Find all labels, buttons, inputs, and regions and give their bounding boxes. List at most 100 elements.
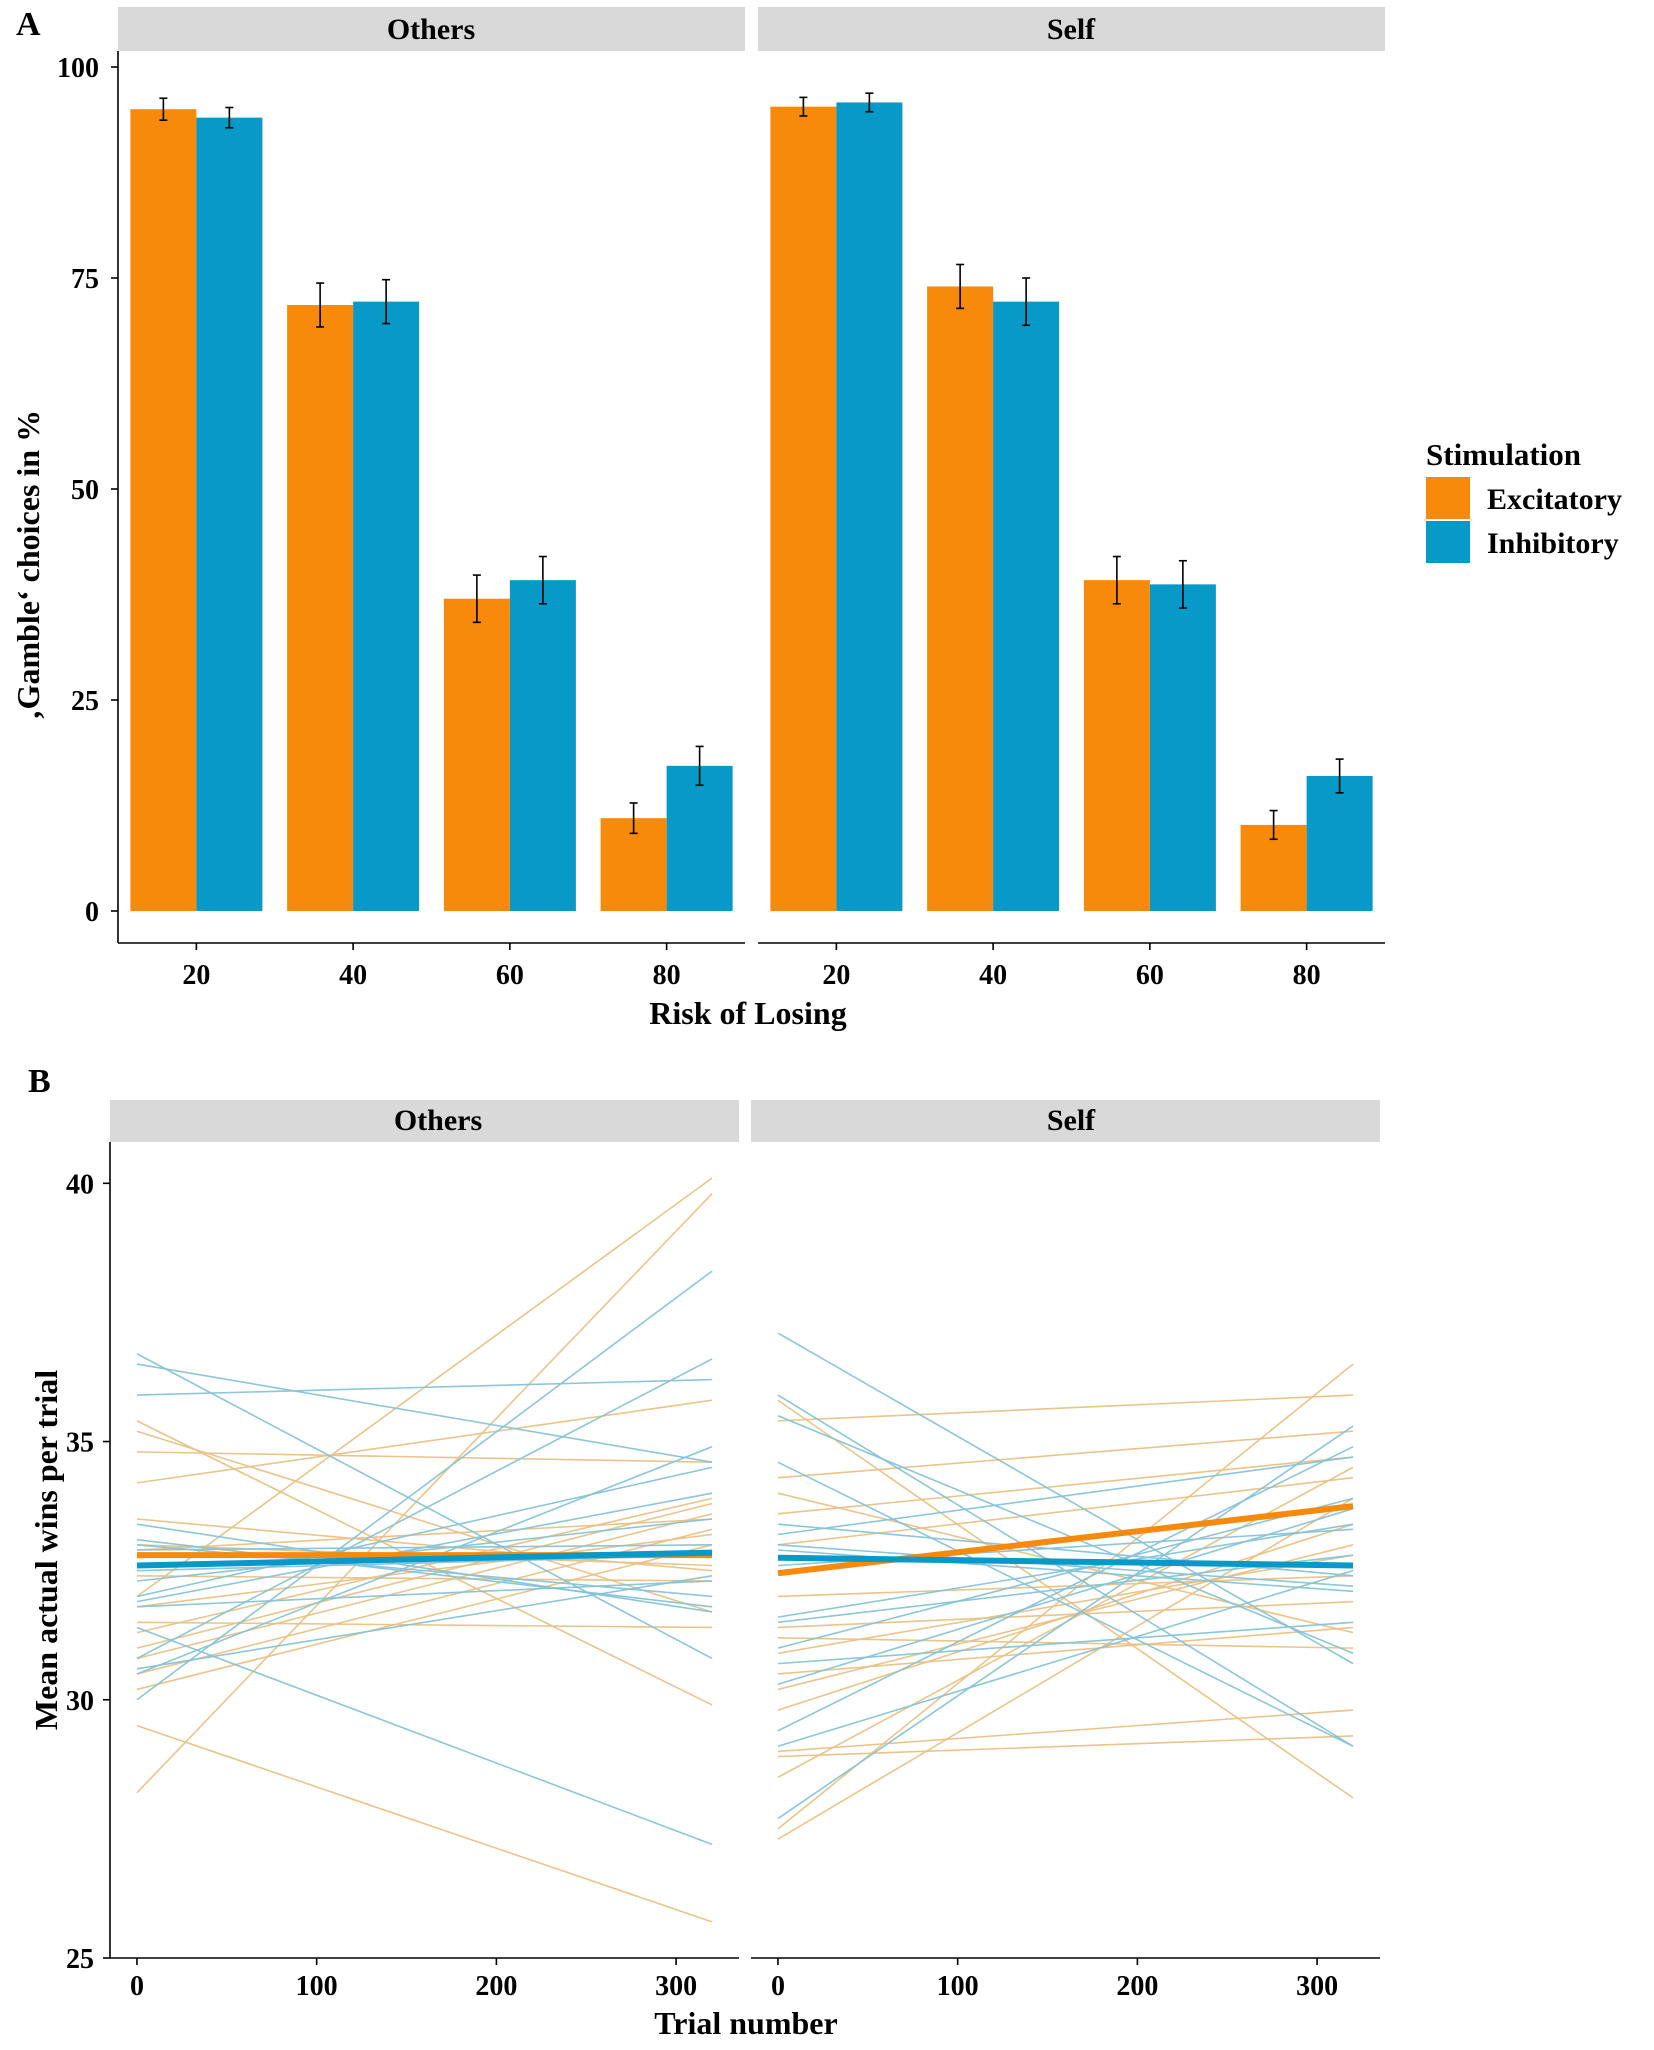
subject-line-others-excitatory-13 [136, 1451, 713, 1464]
subject-line-self-excitatory-5 [777, 1456, 1354, 1515]
legend-key-excitatory [1426, 477, 1470, 519]
panel-b-y-axis: 25 30 35 40 [66, 1169, 110, 1975]
bar-a-others-excitatory-40 [287, 305, 354, 911]
subject-line-self-inhibitory-7 [777, 1544, 1354, 1587]
subject-line-others-excitatory-9 [136, 1544, 713, 1691]
panel-b-others-plot [136, 1177, 713, 1923]
bar-a-others-inhibitory-80 [666, 765, 733, 911]
xtick-label-a-self-40: 40 [979, 960, 1007, 991]
subject-line-self-excitatory-13 [777, 1476, 1354, 1546]
bar-a-self-excitatory-20 [770, 106, 837, 912]
subject-line-others-excitatory-18 [136, 1575, 713, 1582]
panel-a-others-plot [130, 97, 733, 912]
mean-line-self-inhibitory [777, 1554, 1354, 1569]
strip-b-others [110, 1100, 739, 1142]
ytick-label-b-40: 40 [66, 1169, 94, 1200]
panel-b-x-axis: 0 100 200 300 0 100 200 300 [130, 1958, 1338, 2002]
ytick-label-a-0: 0 [85, 897, 99, 928]
strip-a-others-label: Others [387, 13, 475, 46]
subject-line-self-excitatory-7 [777, 1399, 1354, 1799]
xtick-label-b-self-200: 200 [1116, 1971, 1158, 2002]
subject-line-others-inhibitory-2 [136, 1363, 713, 1463]
ytick-label-b-30: 30 [66, 1686, 94, 1717]
subject-line-self-inhibitory-3 [777, 1414, 1354, 1655]
subject-line-others-inhibitory-9 [136, 1580, 713, 1608]
panel-b-self-plot [777, 1332, 1354, 1840]
subject-line-others-inhibitory-13 [136, 1518, 713, 1582]
subject-line-others-inhibitory-14 [136, 1523, 713, 1613]
strip-a-self [758, 7, 1385, 51]
xtick-label-b-self-0: 0 [771, 1971, 785, 2002]
strip-b-self-label: Self [1047, 1104, 1096, 1137]
xtick-label-a-others-40: 40 [339, 960, 367, 991]
xtick-label-b-others-300: 300 [655, 1971, 697, 2002]
panel-a-x-axis: 20 40 60 80 20 40 60 80 [182, 943, 1321, 991]
subject-line-self-excitatory-6 [777, 1394, 1354, 1422]
ytick-label-a-50: 50 [71, 475, 99, 506]
bar-a-self-excitatory-40 [927, 286, 994, 911]
bar-a-others-excitatory-60 [443, 598, 510, 911]
bar-a-self-excitatory-60 [1083, 580, 1150, 911]
subject-line-others-excitatory-15 [136, 1513, 713, 1660]
subject-line-others-inhibitory-15 [136, 1492, 713, 1603]
ytick-label-a-75: 75 [71, 264, 99, 295]
subject-line-others-excitatory-5 [136, 1399, 713, 1484]
xtick-label-b-others-100: 100 [296, 1971, 338, 2002]
subject-line-self-inhibitory-8 [777, 1456, 1354, 1536]
panel-b-label: B [28, 1063, 51, 1100]
subject-line-self-inhibitory-1 [777, 1332, 1354, 1665]
legend-label-excitatory: Excitatory [1487, 483, 1622, 516]
bar-a-self-inhibitory-80 [1306, 775, 1373, 911]
xtick-label-b-self-300: 300 [1296, 1971, 1338, 2002]
subject-line-others-inhibitory-8 [136, 1358, 713, 1660]
subject-line-others-inhibitory-7 [136, 1466, 713, 1598]
xtick-label-a-others-20: 20 [182, 960, 210, 991]
subject-line-self-inhibitory-16 [777, 1497, 1354, 1649]
subject-line-others-inhibitory-1 [136, 1353, 713, 1660]
ytick-label-b-35: 35 [66, 1428, 94, 1459]
strip-b-self [751, 1100, 1380, 1142]
xtick-label-a-self-80: 80 [1293, 960, 1321, 991]
bar-a-others-inhibitory-40 [353, 301, 420, 912]
xtick-label-b-others-0: 0 [130, 1971, 144, 2002]
xtick-label-a-self-60: 60 [1136, 960, 1164, 991]
subject-line-self-inhibitory-17 [777, 1523, 1354, 1577]
panel-b-x-title: Trial number [654, 2005, 837, 2041]
xtick-label-a-others-80: 80 [653, 960, 681, 991]
bar-a-self-inhibitory-40 [993, 301, 1060, 912]
bar-a-self-inhibitory-20 [836, 102, 903, 911]
bar-a-others-inhibitory-20 [196, 117, 263, 911]
panel-a-self-plot [770, 92, 1373, 912]
panel-a-x-title: Risk of Losing [649, 995, 846, 1031]
bar-a-others-excitatory-20 [130, 109, 197, 911]
mean-line-others-inhibitory [136, 1549, 713, 1569]
strip-a-others [118, 7, 745, 51]
xtick-label-b-self-100: 100 [937, 1971, 979, 2002]
subject-line-others-excitatory-17 [136, 1497, 713, 1634]
ytick-label-a-25: 25 [71, 686, 99, 717]
subject-line-others-excitatory-3 [136, 1430, 713, 1613]
panel-a-y-axis: 0 25 50 75 100 [57, 53, 118, 928]
subject-line-self-excitatory-17 [777, 1523, 1354, 1711]
subject-line-self-inhibitory-4 [777, 1425, 1354, 1820]
subject-line-self-excitatory-10 [777, 1575, 1354, 1598]
subject-line-self-inhibitory-11 [777, 1569, 1354, 1748]
strip-a-self-label: Self [1047, 13, 1096, 46]
mean-line-self-excitatory [777, 1503, 1354, 1577]
subject-line-self-excitatory-4 [777, 1709, 1354, 1753]
subject-line-others-inhibitory-3 [136, 1378, 713, 1396]
ytick-label-b-25: 25 [66, 1944, 94, 1975]
subject-line-others-excitatory-2 [136, 1724, 713, 1923]
subject-line-others-inhibitory-4 [136, 1270, 713, 1701]
panel-b-y-title: Mean actual wins per trial [28, 1370, 64, 1730]
xtick-label-a-self-20: 20 [822, 960, 850, 991]
subject-line-self-inhibitory-14 [777, 1621, 1354, 1665]
subject-line-self-excitatory-18 [777, 1626, 1354, 1675]
subject-line-self-inhibitory-6 [777, 1507, 1354, 1686]
ytick-label-a-100: 100 [57, 53, 99, 84]
panel-a-label: A [16, 6, 41, 43]
subject-line-others-excitatory-11 [136, 1518, 713, 1551]
strip-b-others-label: Others [394, 1104, 482, 1137]
subject-line-others-inhibitory-5 [136, 1626, 713, 1846]
